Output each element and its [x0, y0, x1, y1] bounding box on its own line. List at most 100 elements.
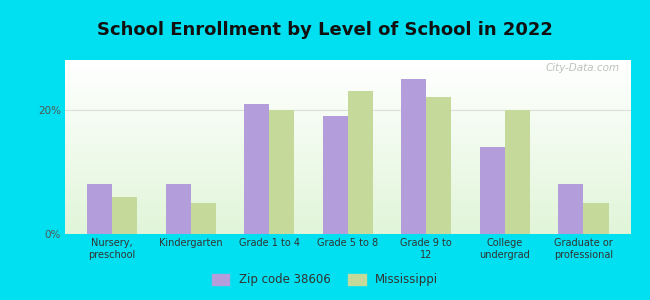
Bar: [65, 190, 630, 191]
Bar: [65, 141, 630, 142]
Bar: [65, 230, 630, 231]
Bar: [65, 131, 630, 132]
Bar: [65, 94, 630, 95]
Bar: [65, 203, 630, 204]
Bar: [65, 93, 630, 94]
Bar: [65, 114, 630, 115]
Bar: [65, 188, 630, 189]
Bar: [65, 227, 630, 228]
Bar: [65, 95, 630, 96]
Bar: [65, 212, 630, 213]
Bar: [65, 223, 630, 224]
Bar: [65, 215, 630, 216]
Bar: [269, 110, 294, 234]
Bar: [65, 117, 630, 118]
Bar: [65, 164, 630, 165]
Bar: [65, 105, 630, 106]
Bar: [65, 206, 630, 207]
Bar: [65, 177, 630, 178]
Bar: [65, 174, 630, 175]
Legend: Zip code 38606, Mississippi: Zip code 38606, Mississippi: [207, 269, 443, 291]
Bar: [65, 99, 630, 100]
Bar: [65, 110, 630, 111]
Bar: [65, 204, 630, 205]
Bar: [65, 232, 630, 233]
Bar: [65, 183, 630, 184]
Bar: [65, 63, 630, 64]
Bar: [65, 173, 630, 174]
Bar: [65, 116, 630, 117]
Bar: [65, 154, 630, 155]
Bar: [65, 213, 630, 214]
Bar: [65, 129, 630, 130]
Bar: [65, 189, 630, 190]
Bar: [65, 170, 630, 171]
Bar: [65, 193, 630, 194]
Bar: [426, 97, 452, 234]
Bar: [65, 138, 630, 139]
Bar: [65, 103, 630, 104]
Bar: [65, 176, 630, 177]
Bar: [65, 68, 630, 69]
Bar: [244, 103, 269, 234]
Bar: [65, 207, 630, 208]
Bar: [65, 147, 630, 148]
Bar: [65, 124, 630, 125]
Bar: [65, 201, 630, 202]
Bar: [65, 172, 630, 173]
Bar: [190, 203, 216, 234]
Bar: [65, 101, 630, 102]
Bar: [65, 191, 630, 192]
Bar: [65, 195, 630, 196]
Bar: [65, 130, 630, 131]
Bar: [65, 126, 630, 127]
Bar: [65, 100, 630, 101]
Bar: [65, 200, 630, 201]
Bar: [65, 157, 630, 158]
Bar: [65, 60, 630, 61]
Bar: [65, 127, 630, 128]
Bar: [65, 139, 630, 140]
Bar: [65, 115, 630, 116]
Bar: [65, 80, 630, 81]
Bar: [65, 142, 630, 143]
Bar: [65, 220, 630, 221]
Bar: [65, 151, 630, 152]
Bar: [65, 76, 630, 77]
Bar: [65, 219, 630, 220]
Bar: [65, 187, 630, 188]
Bar: [65, 149, 630, 150]
Bar: [65, 96, 630, 97]
Bar: [322, 116, 348, 234]
Bar: [65, 216, 630, 217]
Bar: [65, 136, 630, 137]
Bar: [65, 148, 630, 149]
Bar: [65, 125, 630, 126]
Bar: [65, 86, 630, 87]
Bar: [65, 92, 630, 93]
Bar: [65, 162, 630, 163]
Bar: [65, 221, 630, 222]
Bar: [65, 104, 630, 105]
Bar: [65, 97, 630, 98]
Bar: [65, 82, 630, 83]
Bar: [65, 202, 630, 203]
Bar: [65, 146, 630, 147]
Bar: [65, 83, 630, 84]
Bar: [65, 81, 630, 82]
Bar: [65, 150, 630, 151]
Bar: [65, 178, 630, 179]
Bar: [65, 226, 630, 227]
Bar: [65, 121, 630, 122]
Bar: [65, 181, 630, 182]
Bar: [65, 161, 630, 162]
Bar: [65, 169, 630, 170]
Bar: [65, 198, 630, 199]
Bar: [65, 89, 630, 90]
Bar: [65, 61, 630, 62]
Bar: [65, 214, 630, 215]
Bar: [65, 145, 630, 146]
Bar: [65, 65, 630, 66]
Bar: [65, 78, 630, 79]
Text: School Enrollment by Level of School in 2022: School Enrollment by Level of School in …: [97, 21, 553, 39]
